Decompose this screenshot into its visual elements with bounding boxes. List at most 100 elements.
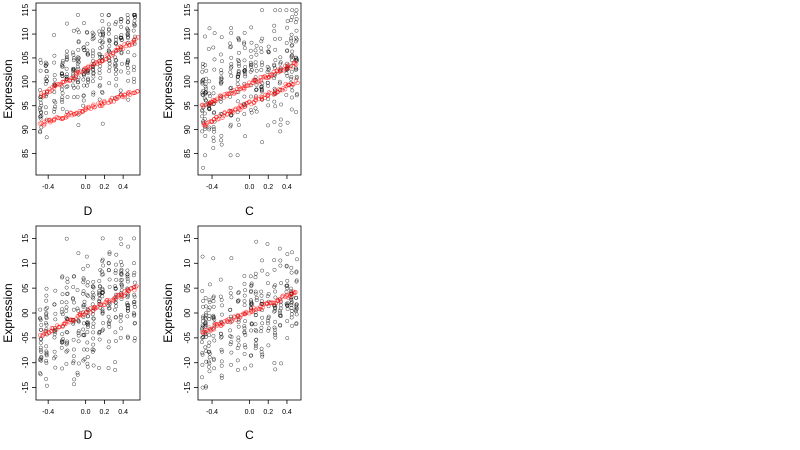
observed-point [253,75,258,80]
observed-point [259,293,264,298]
observed-point [85,340,90,345]
y-axis-label: Expression [1,283,15,342]
y-tick-label: -15 [21,381,30,393]
y-tick-label: 95 [183,101,192,110]
observed-point [242,324,247,329]
observed-point [39,354,44,359]
observed-point [211,256,216,261]
observed-point [248,94,253,99]
observed-point [236,324,241,329]
observed-point [39,113,44,118]
fitted-points [200,289,298,336]
observed-point [200,340,204,345]
observed-point [278,8,283,13]
observed-point [211,91,216,96]
observed-point [126,97,131,102]
observed-point [107,277,112,282]
observed-point [211,333,216,338]
observed-point [266,328,271,333]
observed-point [279,102,284,107]
observed-point [114,37,118,42]
observed-point [113,71,118,76]
observed-point [125,303,130,308]
observed-point [65,84,70,89]
observed-point [64,66,69,71]
observed-point [97,84,102,89]
x-tick-label: 0.2 [100,184,110,191]
observed-point [207,127,212,132]
observed-point [259,39,264,44]
observed-point [126,244,131,249]
observed-point [60,275,65,280]
observed-point [254,337,259,342]
observed-point [249,328,254,333]
panel-4: -15 -10 -05 00 05 10 15 -0.4 0.0 0.2 0.4 C Expres… [161,225,302,442]
fitted-point [60,116,66,121]
fitted-point [129,42,135,47]
observed-point [132,53,137,58]
observed-point [106,322,111,327]
observed-point [278,129,283,134]
observed-point [85,51,90,56]
observed-point [219,347,224,352]
observed-point [132,338,137,343]
observed-point [201,93,206,97]
observed-point [212,110,217,115]
y-tick-label: -10 [21,356,30,368]
observed-point [259,50,264,55]
observed-point [81,21,86,26]
observed-point [266,44,271,49]
observed-point [284,92,289,97]
observed-point [100,309,105,314]
observed-point [249,62,254,67]
observed-point [131,68,136,73]
observed-point [260,352,265,357]
observed-point [202,111,207,116]
observed-point [200,114,205,119]
observed-point [229,26,234,31]
observed-point [38,68,43,73]
observed-point [278,323,283,328]
observed-point [64,57,69,62]
observed-point [100,12,104,17]
fitted-point [119,294,124,300]
observed-point [248,107,253,112]
observed-point [229,31,234,35]
observed-point [229,62,234,66]
fitted-point [92,305,98,310]
observed-point [101,327,105,332]
observed-point [81,280,86,285]
observed-point [290,88,295,93]
observed-point [91,316,96,321]
observed-point [114,277,119,282]
observed-points [38,12,138,140]
fitted-point [134,283,139,289]
observed-point [65,330,70,335]
observed-point [90,30,95,35]
observed-point [203,311,208,316]
observed-point [236,338,241,343]
observed-point [294,8,299,13]
observed-point [59,300,64,305]
observed-point [235,117,240,122]
observed-point [119,267,124,272]
x-tick-label: 0.4 [282,184,292,191]
observed-point [44,314,49,319]
observed-point [43,307,48,312]
observed-point [91,279,96,284]
observed-point [114,63,119,68]
observed-point [236,70,241,75]
fitted-point [83,68,88,74]
observed-point [65,341,70,345]
fitted-point [203,328,209,333]
observed-point [81,327,86,332]
observed-point [204,68,209,73]
observed-point [202,96,207,101]
observed-point [278,122,283,127]
observed-point [132,236,137,241]
observed-point [76,308,81,313]
observed-point [289,36,293,41]
observed-point [259,289,264,294]
observed-point [125,20,130,25]
observed-point [43,63,48,68]
